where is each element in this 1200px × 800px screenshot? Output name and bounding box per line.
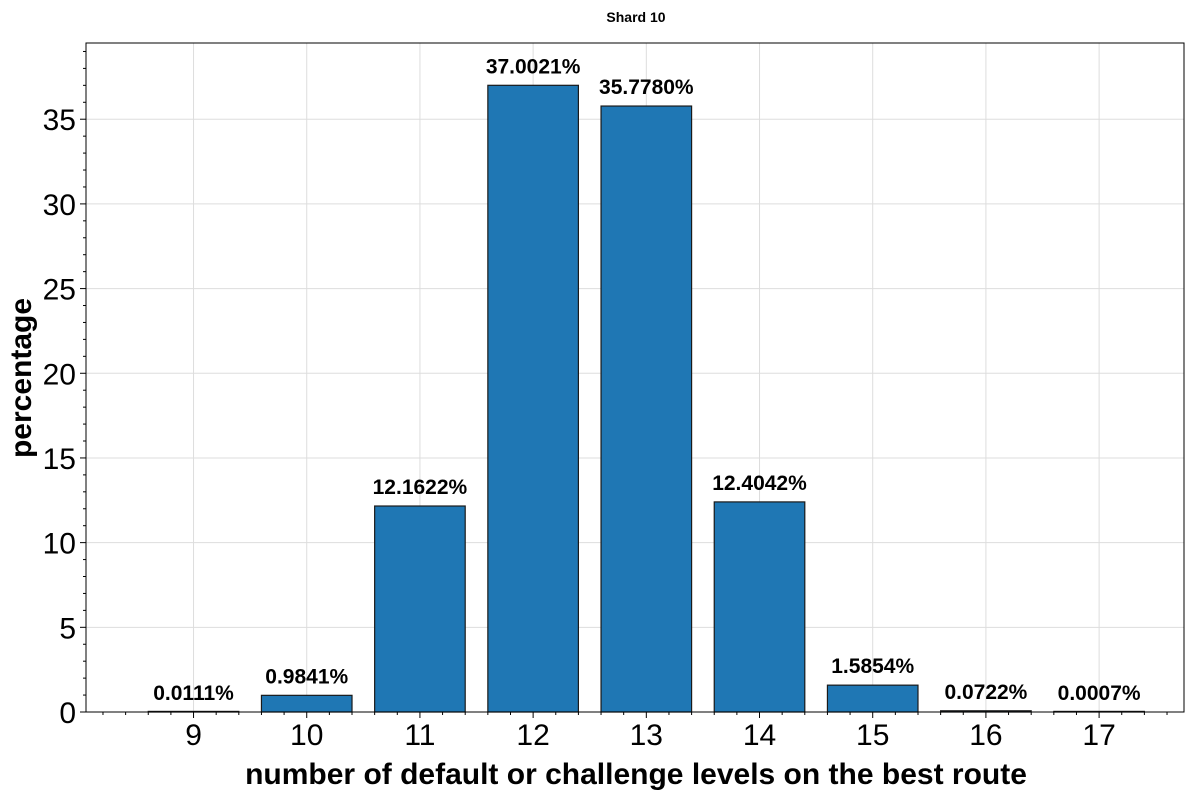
- data-label-15: 1.5854%: [831, 655, 914, 678]
- bar-14: [713, 501, 806, 713]
- x-tick-label: 12: [516, 719, 549, 752]
- x-tick-label: 10: [290, 719, 323, 752]
- y-tick-label: 30: [43, 189, 76, 222]
- data-label-10: 0.9841%: [265, 665, 348, 688]
- data-label-11: 12.1622%: [373, 476, 468, 499]
- x-tick-label: 14: [743, 719, 776, 752]
- bar-15: [826, 684, 919, 713]
- y-tick-label: 5: [59, 612, 76, 645]
- x-tick-label: 15: [856, 719, 889, 752]
- bar-12: [487, 84, 580, 713]
- bar-10: [260, 694, 353, 713]
- data-label-13: 35.7780%: [599, 76, 694, 99]
- y-tick-label: 10: [43, 528, 76, 561]
- y-tick-label: 0: [59, 697, 76, 730]
- data-labels: 0.0111% 0.9841% 12.1622% 37.0021% 35.7780% 12…: [153, 55, 1141, 705]
- data-label-17: 0.0007%: [1058, 682, 1141, 705]
- y-tick-label: 35: [43, 104, 76, 137]
- y-tick-label: 25: [43, 274, 76, 307]
- x-tick-label: 17: [1082, 719, 1115, 752]
- bar-13: [600, 105, 693, 713]
- bars: [147, 84, 1145, 713]
- data-label-16: 0.0722%: [944, 681, 1027, 704]
- y-axis: 0 5 10 15 20 25 30 35: [43, 50, 86, 730]
- data-label-14: 12.4042%: [712, 472, 807, 495]
- x-tick-label: 11: [404, 719, 435, 752]
- chart-title: Shard 10: [606, 9, 665, 25]
- x-tick-label: 13: [630, 719, 663, 752]
- x-axis: 9 10 11 12 13 14 15 16 17: [102, 712, 1168, 752]
- plot-frame: [85, 42, 1185, 713]
- y-tick-label: 20: [43, 358, 76, 391]
- x-tick-label: 16: [969, 719, 1002, 752]
- x-tick-label: 9: [185, 719, 202, 752]
- data-label-12: 37.0021%: [486, 55, 581, 78]
- y-axis-label: percentage: [5, 298, 38, 458]
- data-label-9: 0.0111%: [153, 682, 234, 705]
- y-tick-label: 15: [43, 443, 76, 476]
- bar-11: [374, 505, 466, 713]
- x-axis-label: number of default or challenge levels on…: [245, 758, 1027, 791]
